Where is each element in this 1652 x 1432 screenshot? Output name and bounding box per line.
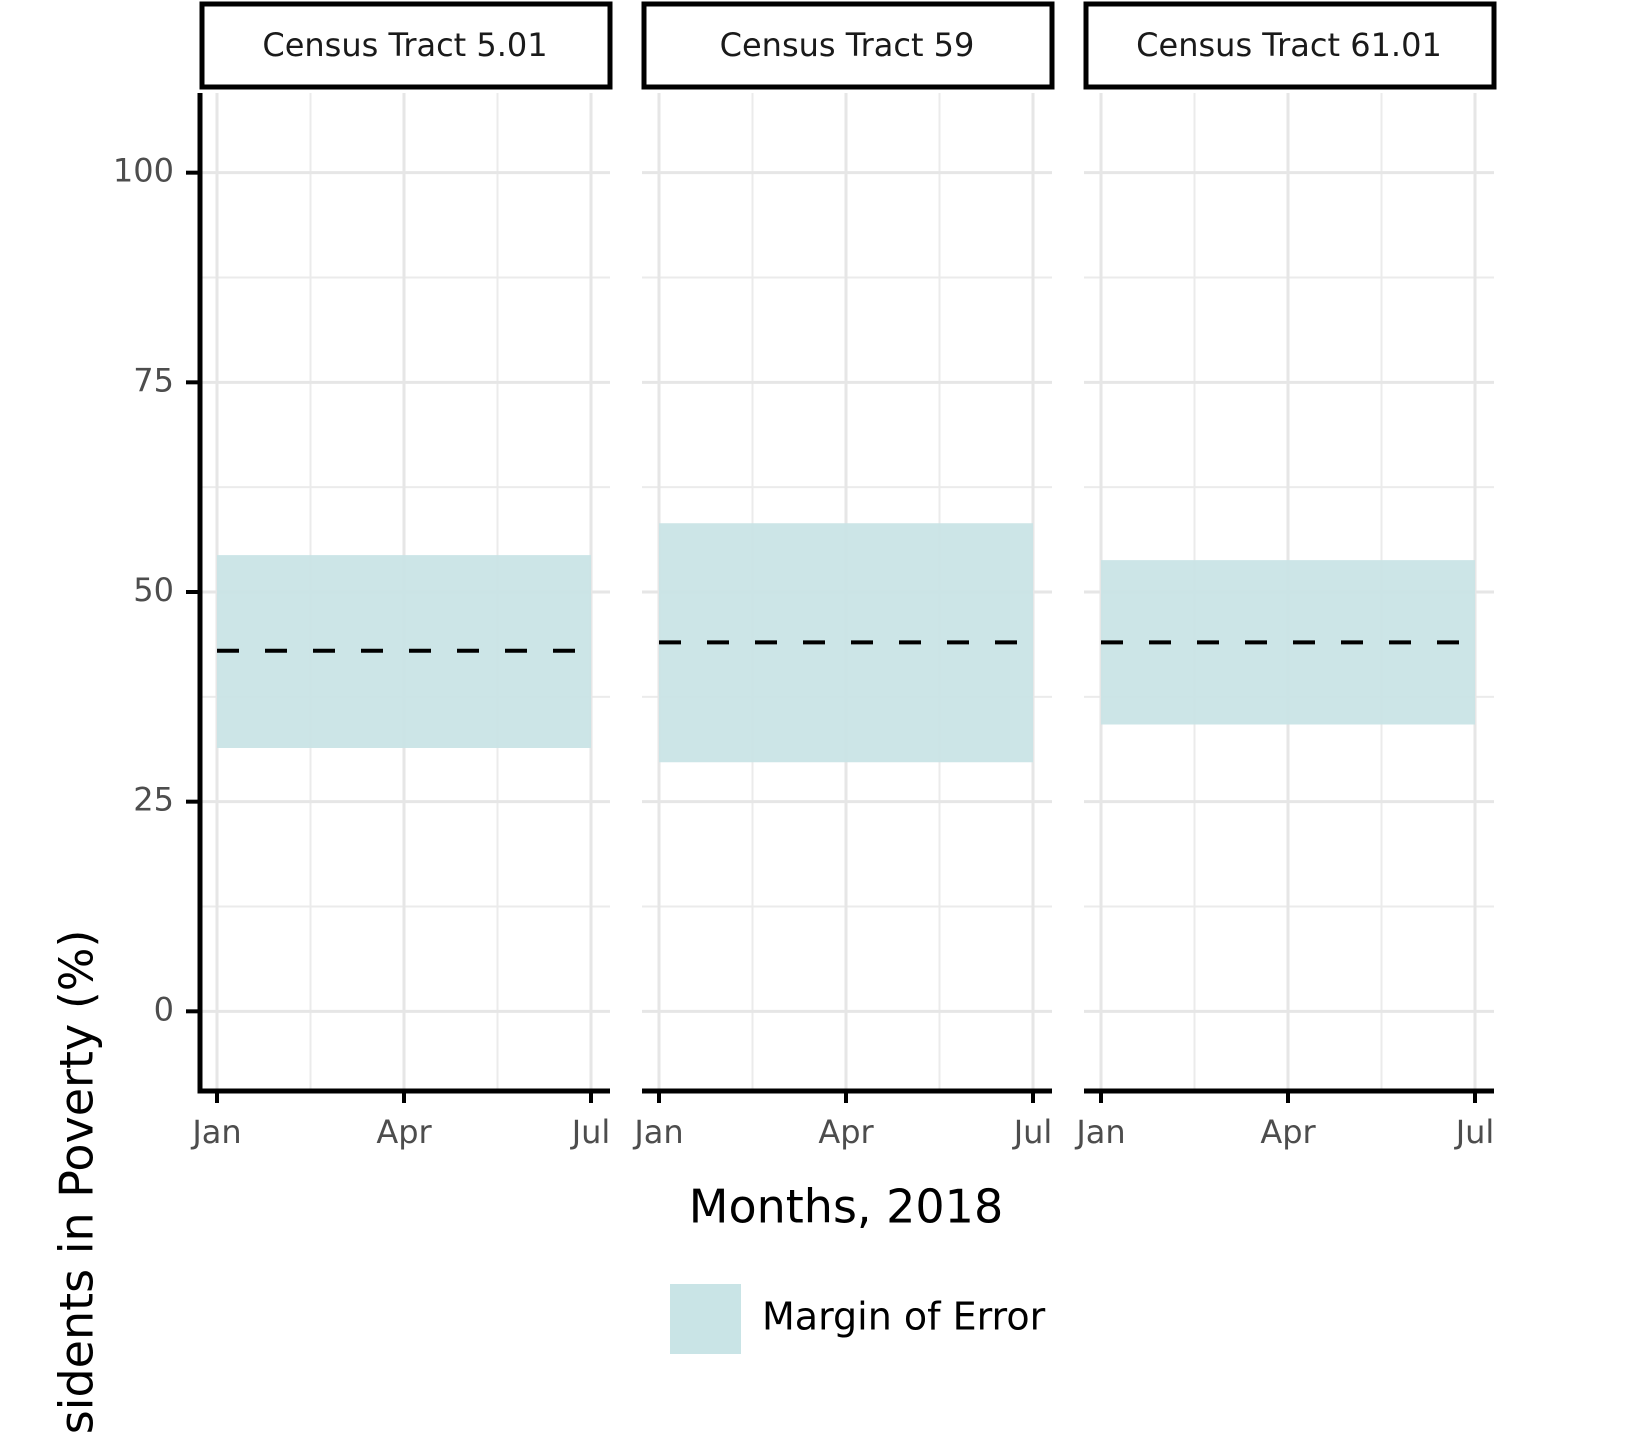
panel-title: Census Tract 5.01 (262, 26, 547, 64)
x-tick-label: Jan (190, 1113, 241, 1151)
y-tick-label: 25 (133, 781, 174, 819)
y-axis-title: Residents in Poverty (%) (50, 930, 104, 1432)
x-tick-label: Jul (1012, 1113, 1053, 1151)
y-tick-label: 0 (154, 990, 174, 1028)
x-tick-label: Jan (1074, 1113, 1125, 1151)
x-tick-label: Apr (818, 1113, 874, 1151)
y-tick-label: 75 (133, 361, 174, 399)
y-tick-label: 50 (133, 571, 174, 609)
legend-swatch (670, 1284, 741, 1354)
panel-strip (1083, 1, 1497, 90)
x-tick-label: Apr (376, 1113, 432, 1151)
x-tick-label: Apr (1260, 1113, 1316, 1151)
panel-strip (641, 1, 1055, 90)
legend-label: Margin of Error (762, 1295, 1046, 1339)
panel-strip (199, 1, 613, 90)
panel-title: Census Tract 61.01 (1136, 26, 1442, 64)
panel-title: Census Tract 59 (720, 26, 975, 64)
x-tick-label: Jul (1454, 1113, 1495, 1151)
x-tick-label: Jan (632, 1113, 683, 1151)
x-tick-label: Jul (570, 1113, 611, 1151)
x-axis-title: Months, 2018 (689, 1180, 1003, 1234)
y-tick-label: 100 (113, 152, 174, 190)
